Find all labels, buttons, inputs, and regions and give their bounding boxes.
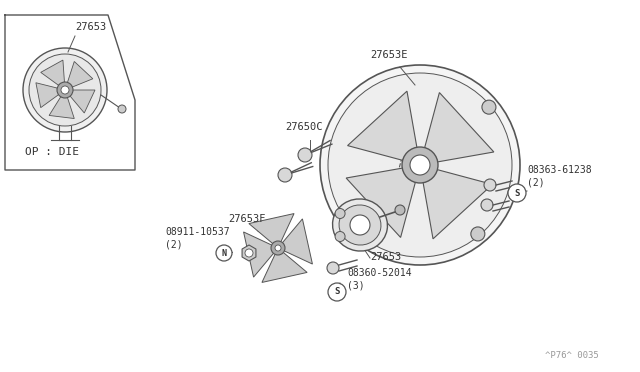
Ellipse shape	[333, 199, 387, 251]
Ellipse shape	[339, 205, 381, 245]
Circle shape	[118, 105, 126, 113]
Polygon shape	[70, 90, 95, 113]
Text: 08363-61238
(2): 08363-61238 (2)	[527, 166, 591, 187]
Circle shape	[350, 215, 370, 235]
Circle shape	[275, 245, 281, 251]
Circle shape	[29, 54, 101, 126]
Polygon shape	[425, 93, 494, 162]
Circle shape	[335, 208, 345, 218]
Polygon shape	[262, 253, 307, 282]
Circle shape	[23, 48, 107, 132]
Circle shape	[410, 155, 430, 175]
Polygon shape	[36, 83, 58, 108]
Polygon shape	[249, 214, 294, 244]
Circle shape	[245, 249, 253, 257]
Circle shape	[298, 148, 312, 162]
Polygon shape	[423, 170, 492, 239]
Circle shape	[216, 245, 232, 261]
Circle shape	[508, 184, 526, 202]
Circle shape	[328, 73, 512, 257]
Circle shape	[471, 227, 485, 241]
Text: 08911-10537
(2): 08911-10537 (2)	[165, 227, 230, 249]
Circle shape	[328, 283, 346, 301]
Circle shape	[278, 168, 292, 182]
Circle shape	[271, 241, 285, 255]
Circle shape	[61, 86, 69, 94]
Circle shape	[402, 147, 438, 183]
Text: 27653: 27653	[370, 252, 401, 262]
Circle shape	[395, 205, 405, 215]
Text: 27653F: 27653F	[228, 214, 266, 224]
Polygon shape	[282, 219, 312, 264]
Polygon shape	[67, 61, 93, 87]
Circle shape	[484, 179, 496, 191]
Polygon shape	[41, 60, 65, 85]
Circle shape	[481, 199, 493, 211]
Text: N: N	[221, 248, 227, 257]
Polygon shape	[348, 91, 417, 160]
Text: S: S	[515, 189, 520, 198]
Circle shape	[57, 82, 73, 98]
Text: OP : DIE: OP : DIE	[25, 147, 79, 157]
Text: 27653: 27653	[75, 22, 106, 32]
Text: 27650C: 27650C	[285, 122, 323, 132]
Text: 27653E: 27653E	[370, 50, 408, 60]
Circle shape	[320, 65, 520, 265]
Circle shape	[335, 231, 345, 241]
Text: 08360-52014
(3): 08360-52014 (3)	[347, 269, 412, 290]
Circle shape	[482, 100, 496, 114]
Polygon shape	[242, 245, 256, 261]
Text: ^P76^ 0035: ^P76^ 0035	[545, 351, 599, 360]
Circle shape	[327, 262, 339, 274]
Text: S: S	[334, 288, 340, 296]
Polygon shape	[244, 232, 273, 277]
Polygon shape	[49, 97, 74, 119]
Polygon shape	[346, 168, 415, 237]
